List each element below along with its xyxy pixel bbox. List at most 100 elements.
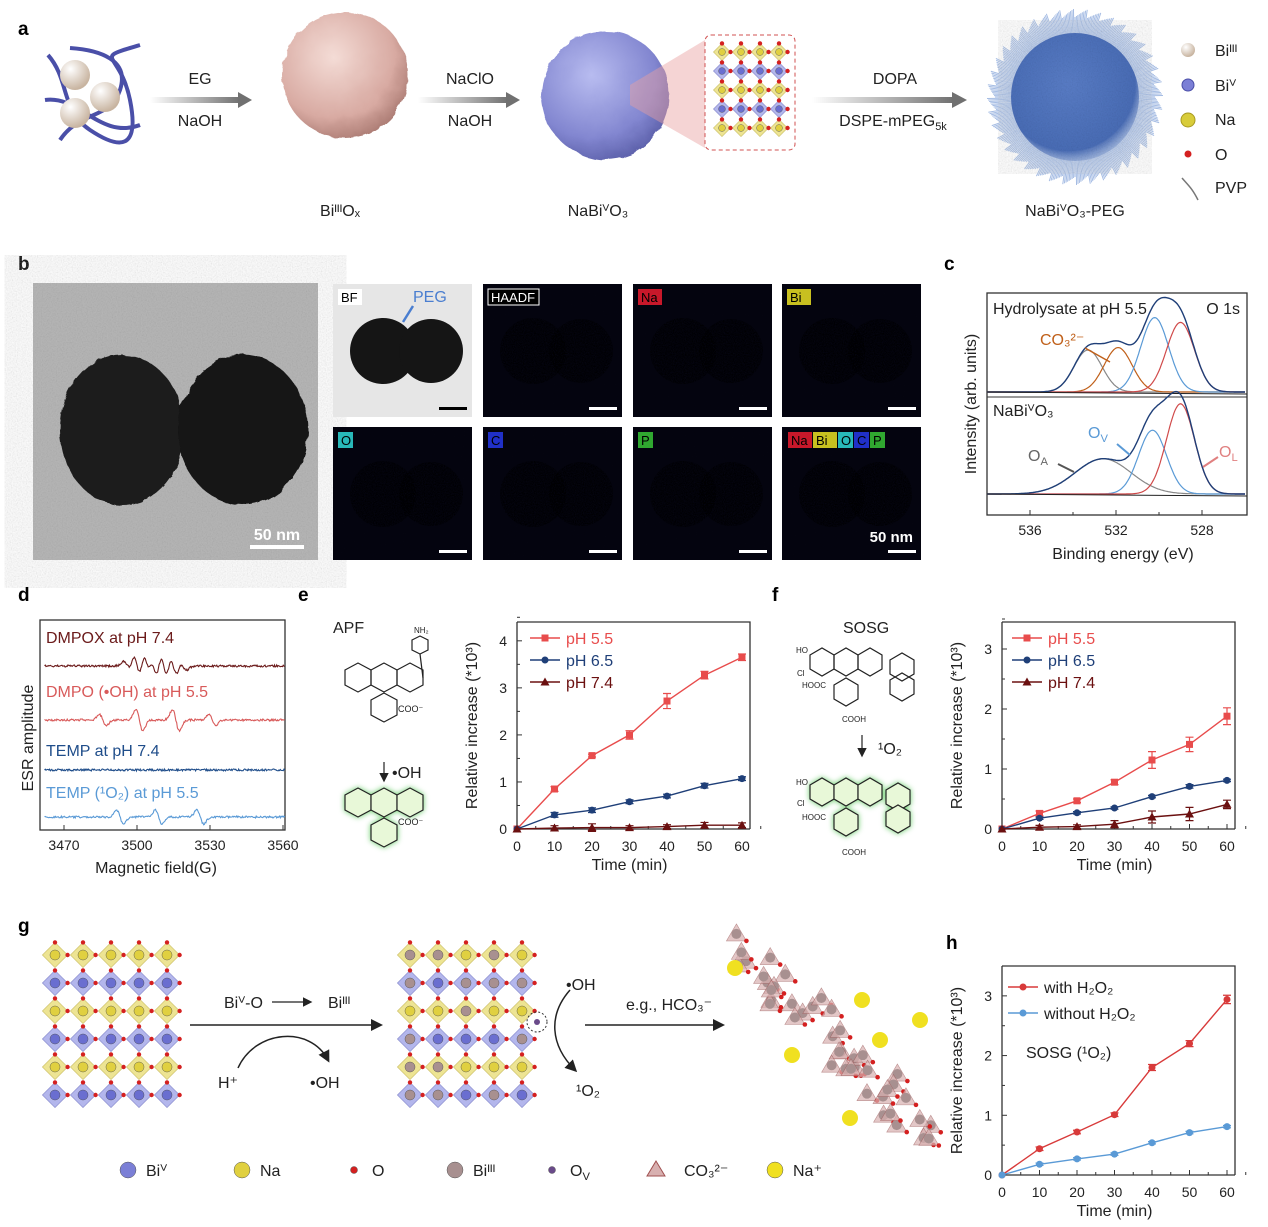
oxygen-atom bbox=[108, 1052, 114, 1057]
oxygen-atom bbox=[532, 1092, 537, 1098]
panel-label-d: d bbox=[18, 585, 30, 606]
x-tick-label: 40 bbox=[659, 838, 675, 854]
oxygen-atom bbox=[463, 1024, 469, 1029]
atom bbox=[77, 949, 89, 961]
atom bbox=[488, 949, 500, 961]
legend-label: pH 6.5 bbox=[566, 653, 613, 670]
oxygen-atom bbox=[420, 1092, 425, 1098]
x-tick-label: 30 bbox=[622, 838, 638, 854]
oxygen-atom bbox=[136, 1024, 142, 1029]
atom bbox=[49, 1005, 61, 1017]
oxygen-atom bbox=[93, 1008, 98, 1014]
x-tick-label: 60 bbox=[1219, 838, 1235, 854]
oxygen-atom bbox=[745, 969, 751, 975]
data-point bbox=[1110, 819, 1119, 828]
oxygen-atom bbox=[93, 1092, 98, 1098]
legend-a: Biᴵᴵᴵ Biⱽ Na O PVP bbox=[1180, 43, 1247, 201]
oxygen-atom bbox=[757, 79, 763, 84]
oxygen-atom bbox=[491, 1052, 497, 1057]
bi3-atom bbox=[923, 1133, 934, 1144]
data-point bbox=[1073, 797, 1081, 805]
label: OA bbox=[1028, 448, 1048, 468]
legend-icon bbox=[350, 1166, 358, 1174]
oxygen-atom bbox=[407, 1052, 413, 1057]
data-point bbox=[1036, 1160, 1043, 1168]
plot-frame bbox=[39, 619, 286, 831]
panel-e: e APF NH₂ COO⁻ •OH COO⁻ 0 10 20 30 40 50 60 0 1 2… bbox=[298, 585, 762, 874]
oxygen-atom bbox=[93, 952, 98, 958]
o-legend-icon bbox=[1184, 150, 1192, 158]
reagent-oh: •OH bbox=[392, 765, 422, 782]
oxygen-atom bbox=[738, 98, 744, 103]
data-point bbox=[1111, 778, 1118, 786]
sodium-ion bbox=[784, 1047, 800, 1063]
caption-nabio3: NaBiⱽO₃ bbox=[568, 203, 629, 220]
oxygen-atom bbox=[476, 980, 481, 986]
peg-coated-nanoparticle bbox=[987, 9, 1163, 185]
step3-reagent-bottom: DSPE-mPEG5k bbox=[839, 113, 947, 133]
bicarbonate-label: e.g., HCO₃⁻ bbox=[626, 997, 712, 1014]
oxygen-atom bbox=[463, 940, 469, 945]
panel-label-f: f bbox=[772, 585, 779, 606]
oxygen-vacancy-icon bbox=[534, 1019, 540, 1025]
data-point bbox=[738, 775, 746, 783]
atom bbox=[718, 48, 726, 56]
x-tick-label: 3470 bbox=[48, 837, 79, 853]
panel-label-c: c bbox=[944, 254, 955, 275]
x-tick-label: 30 bbox=[1107, 838, 1123, 854]
oxygen-atom bbox=[747, 68, 752, 74]
arrow-step-1: EG NaOH bbox=[150, 71, 252, 130]
legend-label: pH 5.5 bbox=[566, 631, 613, 648]
x-tick-label: 532 bbox=[1104, 522, 1128, 538]
data-point bbox=[1148, 1139, 1156, 1147]
oxygen-atom bbox=[149, 1036, 154, 1042]
oxygen-atom bbox=[904, 1129, 910, 1135]
oxygen-atom bbox=[491, 1024, 497, 1029]
oxygen-atom bbox=[93, 1036, 98, 1042]
atom bbox=[756, 124, 764, 132]
legend-label: PVP bbox=[1215, 180, 1247, 197]
oxygen-atom bbox=[177, 1036, 182, 1042]
series-label: TEMP at pH 7.4 bbox=[46, 743, 160, 760]
legend-label: Na⁺ bbox=[793, 1163, 822, 1180]
data-point bbox=[1186, 1040, 1193, 1048]
oxygen-atom bbox=[164, 1024, 170, 1029]
element-tag bbox=[788, 432, 812, 448]
oxygen-atom bbox=[65, 1064, 70, 1070]
oxygen-atom bbox=[52, 1052, 58, 1057]
bi3-atom bbox=[731, 928, 742, 939]
scale-bar bbox=[739, 550, 767, 553]
x-tick-label: 60 bbox=[1219, 1184, 1235, 1200]
data-point bbox=[1223, 995, 1231, 1003]
data-point bbox=[551, 785, 558, 793]
atom bbox=[404, 977, 416, 989]
legend-label: pH 7.4 bbox=[1048, 675, 1095, 692]
oxygen-atom bbox=[738, 41, 744, 46]
y-axis-label: Relative increase (*10³) bbox=[464, 642, 481, 809]
oxygen-atom bbox=[435, 1052, 441, 1057]
atom bbox=[756, 86, 764, 94]
data-point bbox=[1186, 782, 1193, 790]
data-point bbox=[1019, 1009, 1027, 1017]
element-tag bbox=[488, 432, 503, 448]
bi3-atom bbox=[861, 1088, 872, 1099]
element-tag-label: Na bbox=[791, 433, 808, 448]
atom bbox=[516, 977, 528, 989]
atom bbox=[737, 124, 745, 132]
bi3-legend-icon bbox=[1181, 43, 1195, 57]
caption-bi-oxide: BiᴵᴵᴵOₓ bbox=[320, 203, 361, 220]
atom bbox=[161, 1033, 173, 1045]
y-tick-label: 3 bbox=[499, 680, 507, 696]
fluorescein-product bbox=[344, 787, 424, 848]
x-axis-label: Time (min) bbox=[1077, 857, 1153, 874]
oxygen-atom bbox=[491, 1080, 497, 1085]
x-tick-label: 30 bbox=[1107, 1184, 1123, 1200]
oxygen-atom bbox=[407, 968, 413, 973]
label-main: O bbox=[1088, 425, 1100, 442]
pvp-legend-icon bbox=[1181, 177, 1199, 201]
series-line bbox=[1001, 998, 1228, 1176]
bi3-atom bbox=[834, 1046, 845, 1057]
scale-bar bbox=[888, 550, 916, 553]
oxygen-atom bbox=[80, 1052, 86, 1057]
oxygen-atom bbox=[938, 1130, 944, 1135]
